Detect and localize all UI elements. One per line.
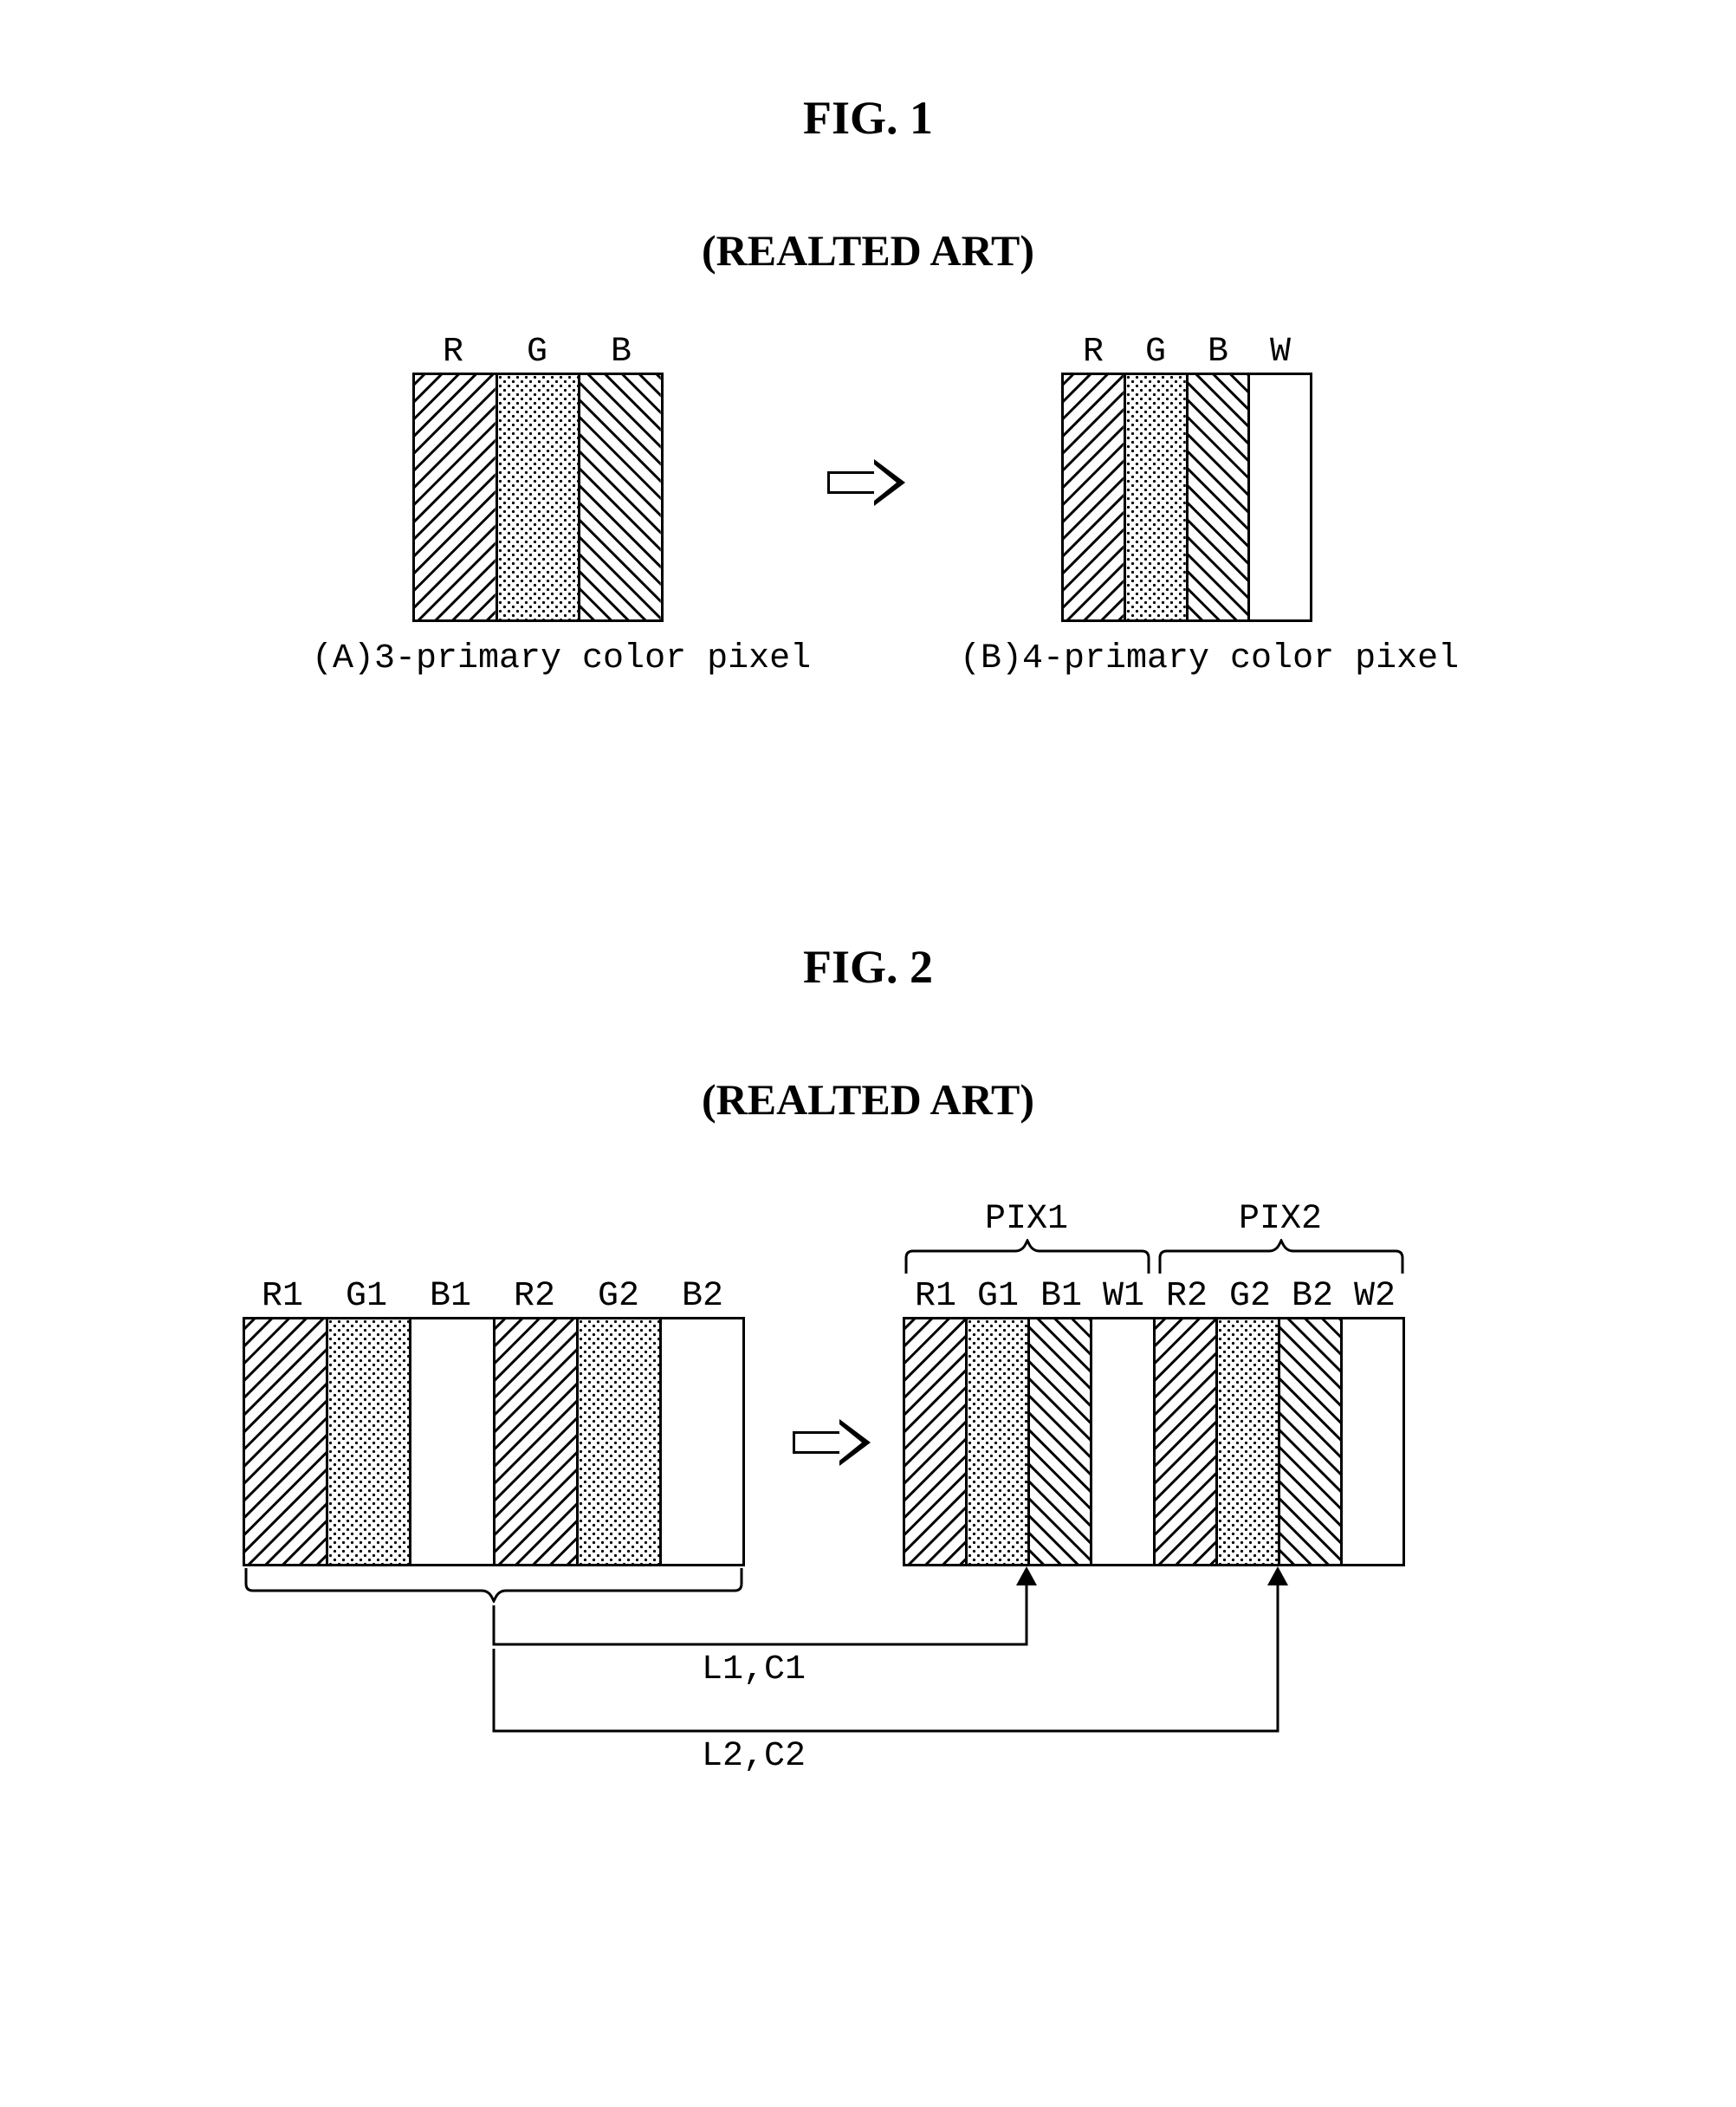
- fig1-left-label-b: B: [604, 333, 638, 372]
- fig2-right-label-w1: W1: [1098, 1277, 1150, 1316]
- fig1-arrow: [827, 459, 905, 506]
- fig2-left-pixel-row: [243, 1317, 745, 1566]
- fig1-title: FIG. 1: [0, 91, 1736, 145]
- fig2-left-label-b2: B2: [677, 1277, 729, 1316]
- subpixel-g: [498, 375, 581, 619]
- fig2-right-label-g2: G2: [1224, 1277, 1276, 1316]
- fig2-right-label-b1: B1: [1035, 1277, 1087, 1316]
- subpixel-w: [1250, 375, 1310, 619]
- fig2-left-label-g2: G2: [593, 1277, 645, 1316]
- subpixel-g1: [968, 1319, 1030, 1564]
- fig2-right-pixel-row: [903, 1317, 1405, 1566]
- fig2-left-label-r1: R1: [256, 1277, 308, 1316]
- subpixel-w1: [1092, 1319, 1155, 1564]
- fig2-title: FIG. 2: [0, 940, 1736, 994]
- subpixel-r1: [245, 1319, 328, 1564]
- subpixel-b: [1189, 375, 1251, 619]
- subpixel-r1: [905, 1319, 968, 1564]
- subpixel-b1: [1030, 1319, 1092, 1564]
- fig1-right-label-r: R: [1076, 333, 1111, 372]
- subpixel-r: [1064, 375, 1126, 619]
- subpixel-g1: [328, 1319, 411, 1564]
- fig2-brace2-label: L2,C2: [702, 1737, 806, 1776]
- fig2-right-label-r1: R1: [910, 1277, 962, 1316]
- fig2-arrow: [793, 1419, 871, 1466]
- fig2-pix2-brace: [1156, 1239, 1406, 1275]
- fig1-left-label-g: G: [520, 333, 554, 372]
- subpixel-r: [415, 375, 498, 619]
- fig2-left-label-g1: G1: [340, 1277, 392, 1316]
- fig2-left-label-b1: B1: [424, 1277, 476, 1316]
- fig2-subtitle: (REALTED ART): [0, 1074, 1736, 1125]
- subpixel-r2: [496, 1319, 579, 1564]
- fig2-left-label-r2: R2: [508, 1277, 560, 1316]
- fig1-right-label-g: G: [1138, 333, 1173, 372]
- subpixel-g: [1126, 375, 1189, 619]
- fig2-pix1-label: PIX1: [975, 1200, 1079, 1239]
- subpixel-b2: [1280, 1319, 1343, 1564]
- fig2-pix1-brace: [903, 1239, 1152, 1275]
- fig2-right-label-r2: R2: [1161, 1277, 1213, 1316]
- subpixel-b: [580, 375, 661, 619]
- subpixel-g2: [579, 1319, 662, 1564]
- fig1-left-caption: (A)3-primary color pixel: [312, 639, 811, 678]
- subpixel-b1: [411, 1319, 495, 1564]
- subpixel-r2: [1156, 1319, 1218, 1564]
- fig1-right-label-w: W: [1263, 333, 1298, 372]
- fig1-right-label-b: B: [1201, 333, 1235, 372]
- fig2-pix2-label: PIX2: [1228, 1200, 1332, 1239]
- subpixel-w2: [1343, 1319, 1402, 1564]
- subpixel-g2: [1218, 1319, 1280, 1564]
- fig2-right-label-w2: W2: [1349, 1277, 1401, 1316]
- fig2-right-label-b2: B2: [1286, 1277, 1338, 1316]
- page: FIG. 1 (REALTED ART) R G B (A)3-primary …: [0, 0, 1736, 2107]
- fig1-subtitle: (REALTED ART): [0, 225, 1736, 276]
- fig1-left-pixel: [412, 373, 664, 622]
- fig1-right-pixel: [1061, 373, 1312, 622]
- fig1-right-caption: (B)4-primary color pixel: [960, 639, 1459, 678]
- fig1-left-label-r: R: [436, 333, 470, 372]
- subpixel-b2: [662, 1319, 742, 1564]
- fig2-right-label-g1: G1: [972, 1277, 1024, 1316]
